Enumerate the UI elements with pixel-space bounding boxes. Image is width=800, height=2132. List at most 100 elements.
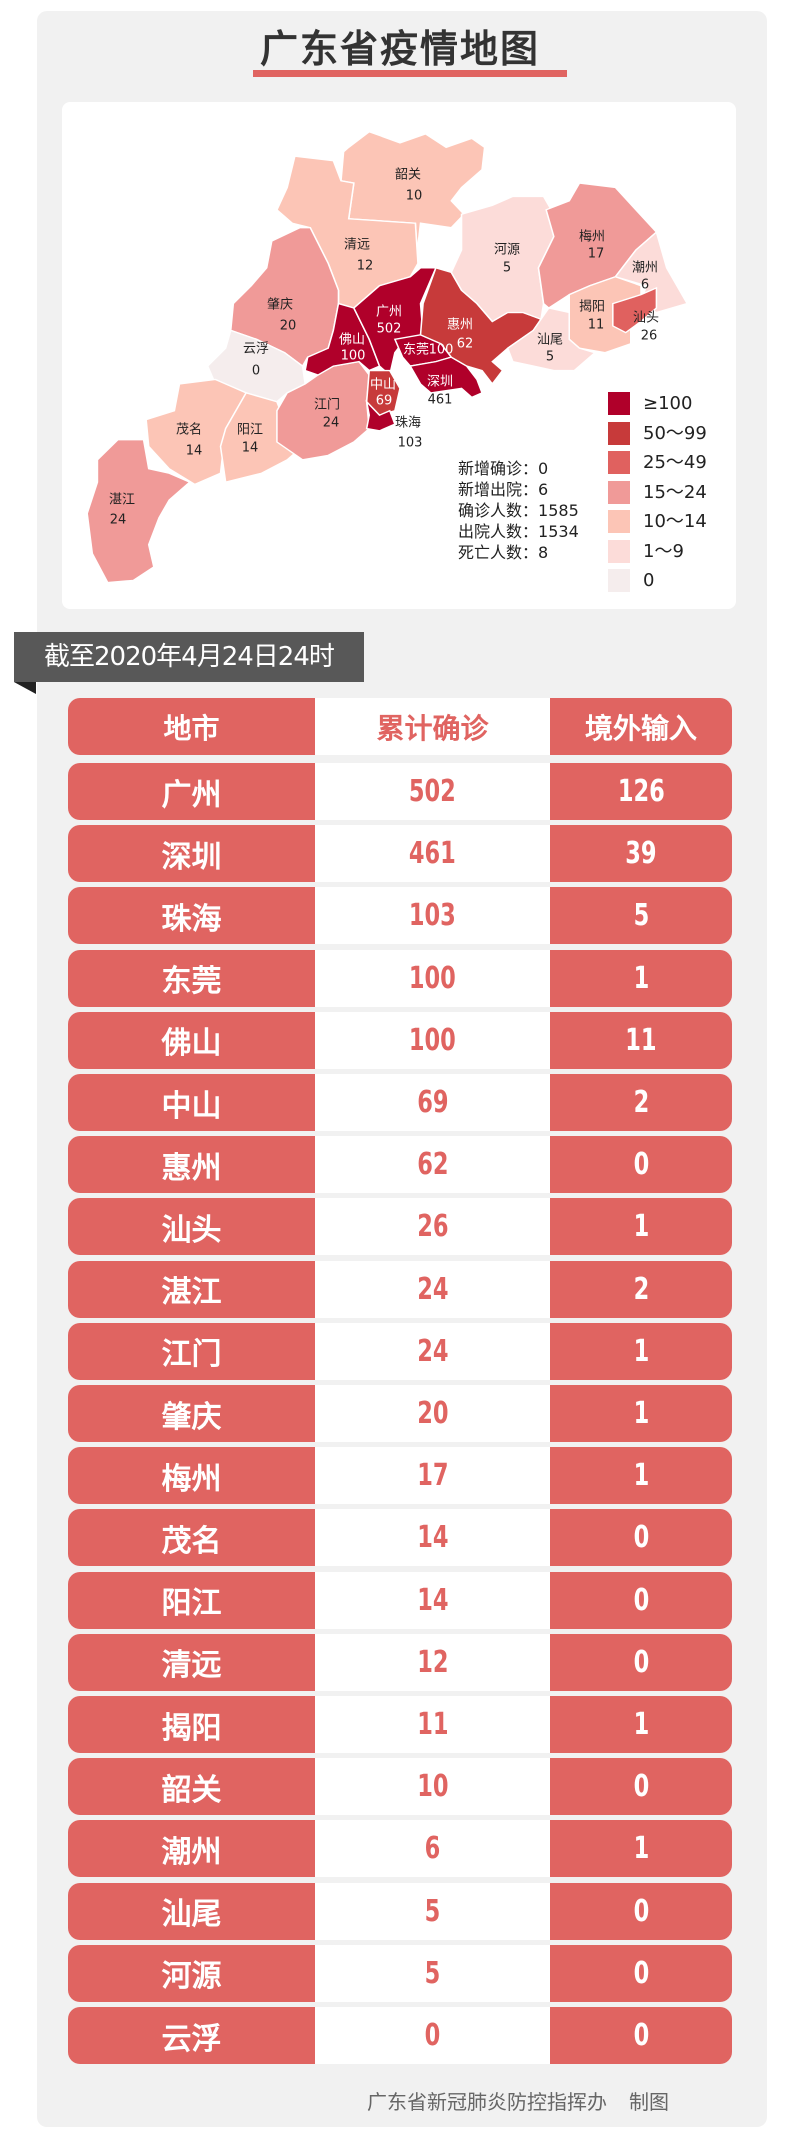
cell-value: 461 (409, 836, 456, 872)
imported-cases-cell: 1 (550, 1322, 732, 1380)
map-label-value: 26 (640, 328, 658, 344)
map-region-20[interactable] (612, 286, 658, 334)
header-label: 累计确诊 (376, 711, 489, 745)
cell-value: 11 (416, 1707, 449, 1742)
map-region-21[interactable] (506, 307, 597, 372)
header-cell: 地市 (68, 698, 315, 755)
city-cell: 肇庆 (68, 1385, 315, 1442)
city-cell: 云浮 (68, 2007, 315, 2064)
cell-value: 0 (633, 1769, 649, 1805)
stat-value: 1534 (538, 522, 579, 541)
cell-value: 17 (416, 1458, 449, 1494)
cell-value: 62 (416, 1147, 449, 1183)
cell-value: 0 (633, 1893, 649, 1929)
map-label-name: 茂名 (175, 422, 203, 438)
map-label-value: 6 (640, 277, 650, 293)
map-label-name: 佛山 (338, 332, 366, 348)
map-region-8[interactable] (86, 439, 192, 584)
city-cell: 江门 (68, 1322, 315, 1380)
table-header: 地市 累计确诊 境外输入 (68, 698, 732, 755)
cell-value: 惠州 (161, 1150, 222, 1186)
stat-label: 新增出院 (458, 480, 523, 499)
map-region-18[interactable] (614, 230, 689, 314)
map-label-value: 12 (356, 258, 374, 274)
legend-label: 10～14 (643, 511, 707, 532)
cell-value: 1 (633, 1333, 649, 1369)
header-label: 地市 (163, 711, 220, 745)
stat-label: 新增确诊 (458, 459, 523, 478)
map-region-5[interactable] (145, 378, 248, 486)
imported-cases-cell: 1 (550, 1385, 732, 1442)
cell-value: 14 (416, 1582, 449, 1618)
total-cases-cell: 0 (315, 2007, 550, 2064)
cell-value: 39 (625, 836, 657, 872)
cell-value: 韶关 (161, 1772, 222, 1808)
cell-value: 12 (416, 1644, 449, 1680)
total-cases-cell: 24 (315, 1260, 550, 1318)
total-cases-cell: 26 (315, 1198, 550, 1256)
city-cell: 韶关 (68, 1758, 315, 1816)
cell-value: 20 (416, 1396, 449, 1431)
map-label-name: 湛江 (108, 492, 136, 508)
city-cell: 梅州 (68, 1447, 315, 1505)
cell-value: 1 (633, 960, 649, 996)
stat-line: 新增确诊：0 (458, 459, 549, 478)
table-row: 东莞 100 1 (68, 949, 732, 1007)
city-cell: 珠海 (68, 887, 315, 945)
cell-value: 100 (409, 1022, 456, 1058)
map-label-name: 汕尾 (536, 332, 564, 348)
stat-label: 出院人数 (458, 522, 523, 541)
map-label-value: 5 (502, 260, 512, 276)
city-cell: 汕头 (68, 1198, 315, 1256)
imported-cases-cell: 0 (550, 1136, 732, 1194)
table-row: 湛江 24 2 (68, 1260, 732, 1318)
map-label-name: 惠州 (446, 317, 474, 333)
cell-value: 1 (633, 1458, 649, 1494)
total-cases-cell: 17 (315, 1447, 550, 1505)
table-row: 阳江 14 0 (68, 1571, 732, 1629)
table-row: 深圳 461 39 (68, 825, 732, 883)
table-row: 惠州 62 0 (68, 1136, 732, 1194)
map-label-value: 62 (456, 336, 474, 352)
table-row: 佛山 100 11 (68, 1011, 732, 1069)
map-label-value: 14 (185, 443, 203, 459)
city-cell: 惠州 (68, 1136, 315, 1194)
total-cases-cell: 62 (315, 1136, 550, 1194)
cell-value: 103 (409, 898, 456, 934)
map-region-14[interactable] (409, 356, 483, 399)
total-cases-cell: 6 (315, 1820, 550, 1878)
city-cell: 河源 (68, 1944, 315, 2002)
map-label-value: 14 (241, 440, 259, 456)
total-cases-cell: 5 (315, 1944, 550, 2002)
summary-stats: 新增确诊：0 新增出院：6 确诊人数：1585 出院人数：1534 死亡人数：8 (458, 458, 579, 563)
header-cell: 境外输入 (550, 698, 732, 755)
map-label-name: 河源 (493, 242, 521, 258)
map-region-12[interactable] (365, 399, 396, 432)
imported-cases-cell: 0 (550, 1944, 732, 2002)
cell-value: 6 (424, 1831, 441, 1867)
cell-value: 0 (633, 1955, 649, 1991)
cell-value: 肇庆 (161, 1399, 222, 1435)
map-label-name: 肇庆 (266, 297, 294, 313)
footer-suffix: 制图 (629, 2090, 669, 2114)
imported-cases-cell: 2 (550, 1260, 732, 1318)
map-region-4[interactable] (206, 329, 306, 403)
cell-value: 揭阳 (161, 1710, 222, 1746)
total-cases-cell: 14 (315, 1571, 550, 1629)
stat-line: 确诊人数：1585 (458, 501, 579, 520)
map-label-value: 100 (428, 342, 454, 358)
city-cell: 汕尾 (68, 1882, 315, 1940)
cell-value: 1 (633, 1209, 649, 1245)
cell-value: 100 (409, 960, 456, 996)
header-cell: 累计确诊 (315, 698, 550, 755)
table-row: 中山 69 2 (68, 1074, 732, 1131)
legend-swatch (608, 421, 630, 445)
stat-value: 0 (538, 459, 549, 478)
imported-cases-cell: 0 (550, 1509, 732, 1567)
stat-value: 8 (538, 543, 549, 562)
city-cell: 中山 (68, 1074, 315, 1131)
map-label-name: 东莞 (402, 342, 430, 358)
stat-value: 1585 (538, 501, 579, 520)
total-cases-cell: 100 (315, 949, 550, 1007)
table-row: 汕尾 5 0 (68, 1882, 732, 1940)
